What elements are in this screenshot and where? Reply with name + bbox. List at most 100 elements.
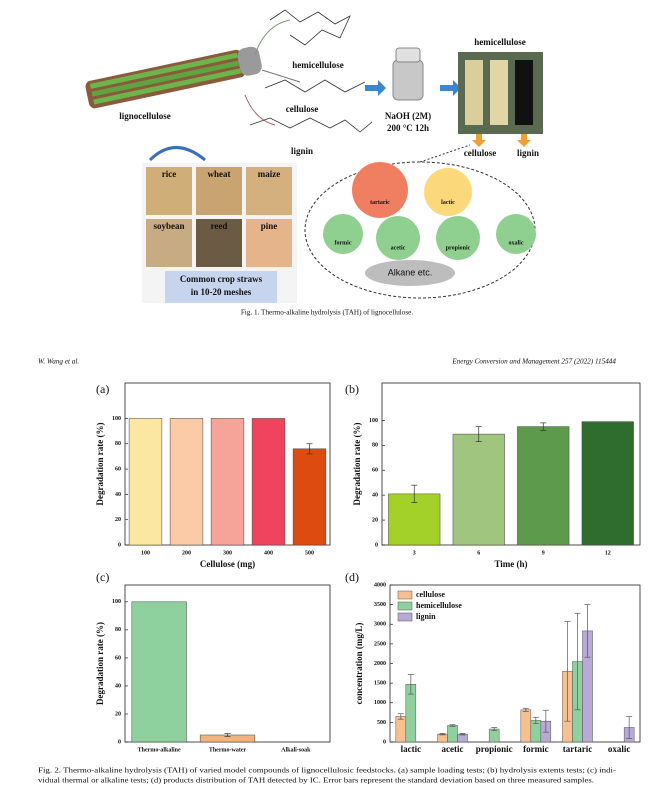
y-tick-label: 80 — [372, 443, 378, 449]
straw-label: maize — [258, 169, 281, 179]
connector — [254, 19, 291, 56]
molecule — [264, 79, 366, 93]
y-tick-label: 0 — [118, 739, 121, 745]
fiber-bundle — [85, 46, 262, 109]
bar — [447, 725, 458, 743]
y-tick-label: 100 — [369, 418, 378, 424]
x-tick-label: Thermo-alkaline — [138, 747, 181, 753]
bar — [210, 418, 245, 546]
component-label: lignin — [291, 146, 313, 156]
conditions: 200 °C 12h — [387, 123, 429, 133]
x-tick-label: formic — [523, 744, 548, 754]
caption: Fig. 2. Thermo-alkaline hydrolysis (TAH)… — [38, 767, 617, 775]
y-tick-label: 0 — [118, 542, 121, 548]
straw-caption: Common crop straws — [180, 274, 263, 284]
legend-label: lignin — [416, 612, 436, 621]
caption: vidual thermal or alkaline tests; (d) pr… — [38, 777, 594, 785]
straw-photo — [196, 167, 242, 215]
y-axis-label: Degradation rate (%) — [95, 423, 105, 506]
y-tick-label: 40 — [115, 683, 121, 689]
x-tick-label: acetic — [442, 744, 464, 754]
x-tick-label: Thermo-water — [209, 747, 247, 753]
panel-label: (b) — [345, 382, 359, 396]
legend-swatch — [397, 612, 413, 622]
component-label: hemicellulose — [292, 60, 344, 70]
tube — [465, 60, 483, 125]
output-label: cellulose — [464, 148, 497, 158]
straw-photos: rice wheat maize soybean reed pine — [146, 167, 292, 267]
plot-frame — [381, 382, 641, 546]
y-tick-label: 3500 — [374, 602, 386, 608]
arrow — [440, 80, 461, 96]
product-bubble — [323, 214, 363, 254]
bar — [488, 728, 500, 743]
y-tick-label: 0 — [383, 739, 386, 745]
y-tick-label: 60 — [115, 655, 121, 661]
y-tick-label: 80 — [115, 627, 121, 633]
y-tick-label: 100 — [112, 416, 121, 422]
straw-label: rice — [162, 169, 176, 179]
figure-1: hemicellulose cellulose lignin lignocell… — [85, 9, 543, 317]
product-label: oxalic — [509, 240, 524, 246]
y-tick-label: 20 — [372, 517, 378, 523]
x-tick-label: 12 — [605, 550, 611, 556]
product-label: formic — [335, 240, 352, 246]
y-axis-label: Degradation rate (%) — [352, 423, 362, 506]
straw-photo — [196, 219, 242, 267]
arrow — [472, 134, 486, 147]
product-label: lactic — [441, 200, 455, 206]
arrow — [365, 80, 386, 96]
arrow — [148, 146, 206, 162]
component-label: cellulose — [286, 104, 319, 114]
straw-caption-box — [165, 271, 277, 303]
x-axis-label: Cellulose (mg) — [200, 559, 255, 569]
straw-photo — [146, 219, 192, 267]
y-tick-label: 80 — [115, 441, 121, 447]
product-bubble — [376, 216, 420, 260]
source-label: lignocellulose — [119, 111, 171, 121]
x-tick-label: 6 — [477, 550, 480, 556]
y-tick-label: 1500 — [374, 681, 386, 687]
running-author: W. Wang et al. — [38, 358, 79, 366]
reagent: NaOH (2M) — [385, 111, 431, 121]
y-tick-label: 1000 — [374, 700, 386, 706]
x-tick-label: Alkali-soak — [281, 747, 311, 753]
x-axis-label: Time (h) — [494, 559, 527, 569]
x-tick-label: propionic — [476, 744, 513, 754]
molecule — [249, 117, 373, 133]
straw-photo — [246, 219, 292, 267]
caption: Fig. 1. Thermo-alkaline hydrolysis (TAH)… — [241, 309, 414, 317]
straw-label: wheat — [208, 169, 231, 179]
y-tick-label: 40 — [372, 493, 378, 499]
connector — [261, 69, 301, 83]
legend-label: cellulose — [416, 590, 445, 599]
output-label: lignin — [517, 148, 539, 158]
bar — [437, 733, 448, 743]
straw-caption: in 10-20 meshes — [191, 287, 252, 297]
bar — [517, 426, 570, 546]
y-tick-label: 100 — [112, 599, 121, 605]
bar — [452, 433, 505, 546]
running-journal: Energy Conversion and Management 257 (20… — [451, 358, 616, 366]
bar — [169, 418, 204, 546]
x-tick-label: 500 — [305, 550, 314, 556]
bar — [581, 421, 634, 546]
bar — [457, 733, 468, 743]
x-tick-label: tartaric — [563, 744, 592, 754]
y-axis-label: Degradation rate (%) — [95, 622, 105, 705]
x-tick-label: 9 — [542, 550, 545, 556]
y-tick-label: 0 — [375, 542, 378, 548]
product-bubble — [436, 216, 480, 260]
x-tick-label: 3 — [413, 550, 416, 556]
bar — [131, 601, 187, 743]
y-axis-label: concentration (mg/L) — [354, 623, 364, 705]
reactor-cap — [395, 47, 421, 63]
x-tick-label: 100 — [141, 550, 150, 556]
products: tartaric lactic formic acetic propionic oxali… — [323, 162, 536, 260]
connector — [244, 94, 276, 126]
bar — [395, 716, 407, 743]
x-tick-label: 200 — [182, 550, 191, 556]
y-tick-label: 60 — [372, 468, 378, 474]
y-tick-label: 4000 — [374, 582, 386, 588]
